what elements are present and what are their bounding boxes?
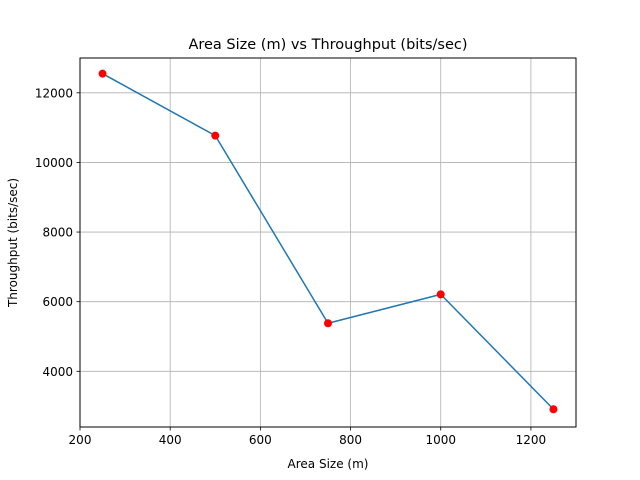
data-point [549, 405, 558, 414]
plot-frame [79, 57, 577, 428]
tick-layer: 200 400 600 800 1000 1200 4000 6000 8000 10000 120… [35, 86, 546, 447]
y-tick-label: 4000 [42, 365, 73, 379]
x-tick-label: 1000 [425, 433, 456, 447]
x-tick-label: 200 [69, 433, 92, 447]
y-tick-label: 12000 [35, 86, 73, 100]
x-axis-label: Area Size (m) [288, 457, 369, 471]
x-tick-label: 600 [249, 433, 272, 447]
x-tick-label: 1200 [516, 433, 547, 447]
y-tick-label: 10000 [35, 156, 73, 170]
marker-layer [98, 69, 558, 414]
data-point [211, 131, 220, 140]
y-tick-label: 8000 [42, 226, 73, 240]
data-point [98, 69, 107, 78]
y-tick-label: 6000 [42, 295, 73, 309]
x-tick-label: 400 [159, 433, 182, 447]
y-axis-label: Throughput (bits/sec) [6, 178, 20, 308]
chart-title: Area Size (m) vs Throughput (bits/sec) [188, 37, 467, 53]
data-point [436, 290, 445, 299]
data-point [324, 319, 332, 328]
x-tick-label: 800 [339, 433, 362, 447]
grid-layer [79, 58, 576, 427]
